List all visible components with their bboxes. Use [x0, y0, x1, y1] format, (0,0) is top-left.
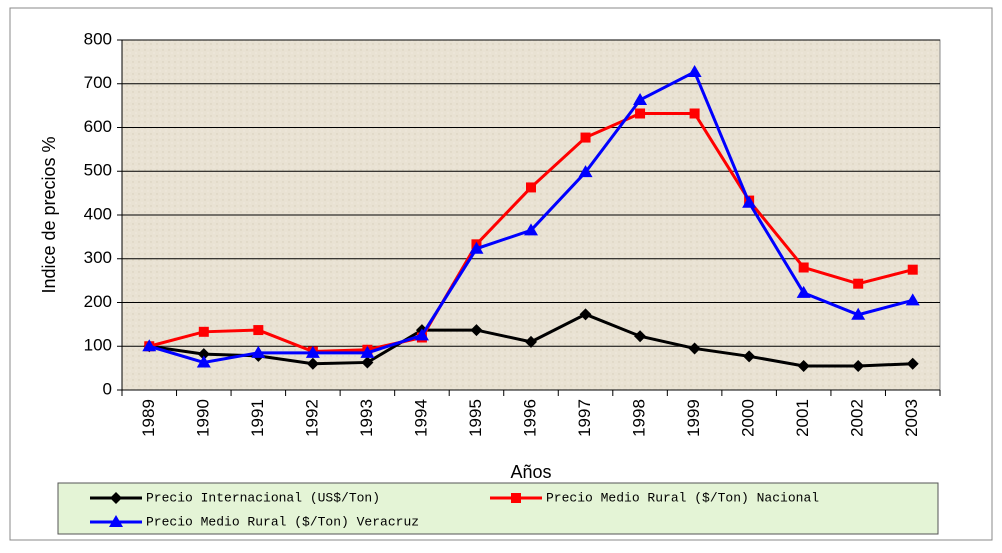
legend-marker [110, 492, 122, 504]
point [414, 328, 429, 341]
point [360, 345, 375, 358]
point [197, 348, 210, 361]
point [525, 335, 537, 348]
legend-label: Precio Internacional (US$/Ton) [146, 490, 380, 505]
point [798, 262, 809, 273]
legend [57, 482, 939, 535]
x-tick-label: 2001 [793, 399, 812, 437]
legend-label: Precio Medio Rural ($/Ton) Nacional [546, 490, 819, 505]
y-tick-label: 400 [84, 204, 112, 223]
point [796, 285, 811, 298]
legend-label: Precio Medio Rural ($/Ton) Veracruz [146, 514, 419, 529]
legend-marker [109, 515, 123, 527]
legend-marker [511, 493, 521, 503]
y-tick-label: 600 [84, 117, 112, 136]
y-tick-label: 500 [84, 161, 112, 180]
point [906, 357, 919, 370]
point [251, 345, 266, 358]
point [851, 307, 866, 320]
point [689, 108, 700, 119]
point [579, 308, 592, 321]
point [142, 339, 157, 352]
y-tick-label: 300 [84, 248, 112, 267]
x-tick-label: 1994 [411, 399, 430, 437]
x-tick-label: 1997 [575, 399, 594, 437]
x-tick-label: 1999 [684, 399, 703, 437]
x-tick-label: 1996 [520, 399, 539, 437]
x-tick-label: 1991 [248, 399, 267, 437]
x-tick-label: 1989 [139, 399, 158, 437]
x-tick-label: 1995 [466, 399, 485, 437]
point [633, 92, 648, 105]
y-axis-title: Indice de precios % [39, 136, 59, 293]
x-tick-label: 1993 [357, 399, 376, 437]
x-tick-label: 2003 [902, 399, 921, 437]
y-tick-label: 100 [84, 336, 112, 355]
point [578, 165, 593, 178]
point [852, 359, 865, 372]
point [905, 293, 920, 306]
point [526, 182, 536, 193]
point [469, 241, 484, 254]
point [853, 278, 864, 289]
point [797, 359, 810, 372]
x-tick-label: 1998 [630, 399, 649, 437]
x-axis-title: Años [510, 462, 551, 482]
point [306, 357, 319, 370]
x-tick-label: 1992 [302, 399, 321, 437]
point [580, 132, 591, 143]
point [470, 324, 483, 337]
point [634, 330, 647, 343]
y-tick-label: 0 [103, 379, 112, 398]
point [305, 345, 320, 358]
point [688, 342, 701, 355]
point [742, 195, 757, 208]
point [198, 326, 209, 337]
point [743, 350, 756, 363]
point [253, 325, 264, 336]
x-tick-label: 1990 [193, 399, 212, 437]
point [907, 264, 918, 275]
y-tick-label: 800 [84, 29, 112, 48]
point [635, 108, 646, 119]
point [687, 64, 702, 77]
point [196, 355, 211, 368]
y-tick-label: 700 [84, 73, 112, 92]
x-tick-label: 2000 [739, 399, 758, 437]
x-tick-label: 2002 [848, 399, 867, 437]
y-tick-label: 200 [84, 292, 112, 311]
point [524, 223, 538, 236]
point [361, 356, 374, 369]
